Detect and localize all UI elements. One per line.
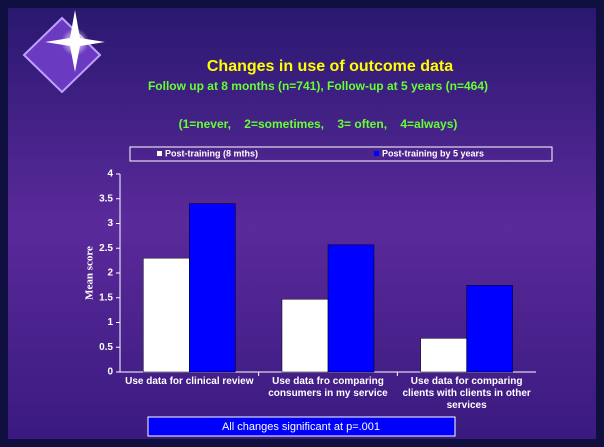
footnote: All changes significant at p=.001 [222,421,380,433]
bar [420,338,467,373]
title: Changes in use of outcome data [207,58,453,75]
bar [143,257,190,373]
x-tick-label: Use data for comparing clients with clie… [402,376,531,411]
y-tick-label: 0.5 [99,342,113,353]
x-tick-label: Use data for clinical review [125,376,254,387]
legend-swatch [374,151,379,156]
y-tick-label: 2 [107,268,113,279]
y-tick-label: 4 [107,169,113,180]
legend-swatch [157,151,162,156]
y-tick-label: 1.5 [99,292,113,303]
subtitle: Follow up at 8 months (n=741), Follow-up… [148,79,488,93]
star-logo [22,10,105,94]
legend-box [129,146,553,162]
footnote-box [147,416,456,437]
y-tick-label: 2.5 [99,243,113,254]
bar [466,285,513,373]
y-tick-label: 0 [107,367,113,378]
y-tick-label: 3 [107,218,113,229]
y-axis-label: Mean score [84,246,96,300]
y-tick-label: 3.5 [99,193,113,204]
bar [189,203,236,373]
scale-note: (1=never, 2=sometimes, 3= often, 4=alway… [179,117,458,131]
y-tick-label: 1 [107,317,113,328]
x-tick-label: Use data fro comparing consumers in my s… [268,376,388,399]
bar [327,244,375,373]
legend-label: Post-training by 5 years [382,148,484,158]
bar [281,298,329,373]
legend-label: Post-training (8 mths) [165,148,258,158]
